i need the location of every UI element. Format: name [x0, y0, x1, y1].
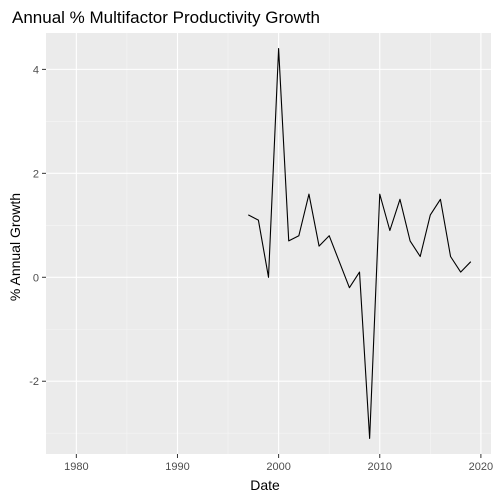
x-tick-label: 1980: [64, 461, 88, 473]
chart-title: Annual % Multifactor Productivity Growth: [12, 8, 320, 27]
y-tick-label: 2: [33, 168, 39, 180]
x-tick-label: 2020: [469, 461, 493, 473]
series-line: [248, 48, 472, 439]
x-axis: 1980 1990 2000 2010 2020: [64, 454, 493, 473]
x-tick-label: 2010: [368, 461, 392, 473]
y-axis-label: % Annual Growth: [7, 193, 23, 301]
grid-minor: [46, 33, 491, 454]
x-axis-label: Date: [250, 477, 280, 493]
y-tick-label: 0: [33, 272, 39, 284]
y-axis: -2 0 2 4: [29, 64, 46, 388]
x-tick-label: 2000: [266, 461, 290, 473]
grid-major: [46, 33, 491, 454]
y-tick-label: 4: [33, 64, 39, 76]
series-layer: [248, 48, 472, 439]
y-tick-label: -2: [29, 376, 39, 388]
plot-panel: [46, 33, 491, 454]
x-tick-label: 1990: [165, 461, 189, 473]
